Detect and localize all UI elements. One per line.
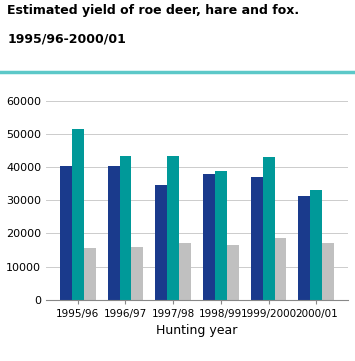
Text: 1995/96-2000/01: 1995/96-2000/01 — [7, 32, 126, 45]
Bar — [155, 186, 167, 300]
Bar — [120, 156, 131, 300]
X-axis label: Hunting year: Hunting year — [156, 324, 238, 337]
Bar — [167, 156, 179, 300]
Text: Estimated yield of roe deer, hare and fox.: Estimated yield of roe deer, hare and fo… — [7, 4, 299, 17]
Bar — [310, 191, 322, 300]
Bar — [84, 248, 95, 300]
Bar — [203, 174, 215, 300]
Bar — [251, 177, 263, 300]
Bar — [179, 243, 191, 300]
Bar — [263, 157, 274, 300]
Bar — [60, 166, 72, 300]
Bar — [72, 129, 84, 300]
Bar — [227, 245, 239, 300]
Bar — [299, 196, 310, 300]
Bar — [131, 247, 143, 300]
Bar — [215, 170, 227, 300]
Bar — [108, 166, 120, 300]
Bar — [274, 238, 286, 300]
Bar — [322, 243, 334, 300]
